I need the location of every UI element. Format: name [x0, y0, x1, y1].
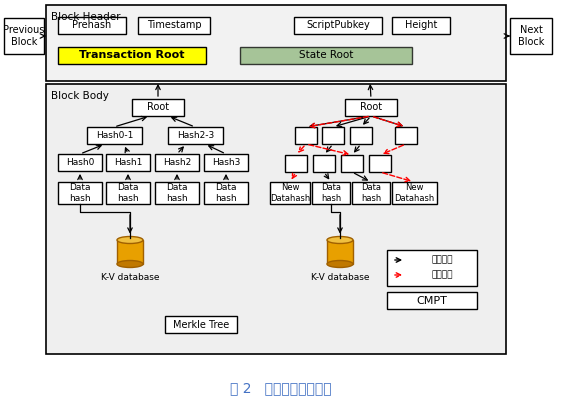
Bar — [322, 127, 344, 144]
Bar — [132, 99, 184, 116]
Ellipse shape — [117, 260, 143, 268]
Text: Merkle Tree: Merkle Tree — [173, 319, 229, 330]
Text: Data
hash: Data hash — [361, 183, 381, 203]
Text: Hash0: Hash0 — [66, 158, 94, 167]
Text: State Root: State Root — [299, 51, 353, 60]
Bar — [341, 155, 363, 172]
Bar — [117, 240, 143, 264]
Bar — [58, 17, 126, 34]
Text: Height: Height — [405, 20, 437, 31]
Text: Timestamp: Timestamp — [146, 20, 201, 31]
Text: 图 2   改进的区块链结构: 图 2 改进的区块链结构 — [230, 381, 332, 395]
Bar — [240, 47, 412, 64]
Ellipse shape — [117, 237, 143, 244]
Bar — [387, 292, 477, 309]
Text: CMPT: CMPT — [417, 295, 448, 306]
Text: Data
hash: Data hash — [69, 183, 91, 203]
Bar — [58, 154, 102, 171]
Text: Prehash: Prehash — [72, 20, 112, 31]
Bar — [312, 182, 350, 204]
Text: Hash0-1: Hash0-1 — [96, 131, 133, 140]
Text: 原有数据: 原有数据 — [431, 255, 453, 264]
Bar — [46, 84, 506, 354]
Text: Hash2: Hash2 — [163, 158, 191, 167]
Bar — [294, 17, 382, 34]
Text: Data
hash: Data hash — [321, 183, 341, 203]
Text: Transaction Root: Transaction Root — [79, 51, 185, 60]
Bar — [345, 99, 397, 116]
Text: K-V database: K-V database — [101, 273, 159, 282]
Text: Data
hash: Data hash — [117, 183, 139, 203]
Text: Root: Root — [360, 102, 382, 113]
Bar — [204, 182, 248, 204]
Bar — [204, 154, 248, 171]
Bar — [510, 18, 552, 54]
Bar — [155, 154, 199, 171]
Text: New
Datahash: New Datahash — [270, 183, 310, 203]
Bar — [285, 155, 307, 172]
Bar — [313, 155, 335, 172]
Bar — [46, 5, 506, 81]
Text: New
Datahash: New Datahash — [394, 183, 435, 203]
Bar — [4, 18, 44, 54]
Bar — [350, 127, 372, 144]
Text: Data
hash: Data hash — [166, 183, 188, 203]
Bar — [87, 127, 142, 144]
Text: ScriptPubkey: ScriptPubkey — [306, 20, 370, 31]
Bar — [155, 182, 199, 204]
Bar — [58, 47, 206, 64]
Text: 并发插入: 并发插入 — [431, 271, 453, 279]
Bar — [395, 127, 417, 144]
Bar — [168, 127, 223, 144]
Text: Root: Root — [147, 102, 169, 113]
Text: Data
hash: Data hash — [215, 183, 237, 203]
Text: Next
Block: Next Block — [518, 25, 544, 47]
Bar — [387, 250, 477, 286]
Bar — [352, 182, 390, 204]
Bar — [392, 182, 437, 204]
Bar — [165, 316, 237, 333]
Bar — [270, 182, 310, 204]
Ellipse shape — [327, 237, 353, 244]
Text: Hash1: Hash1 — [114, 158, 142, 167]
Bar — [138, 17, 210, 34]
Text: Hash3: Hash3 — [212, 158, 240, 167]
Ellipse shape — [327, 260, 353, 268]
Text: Block Header: Block Header — [51, 12, 121, 22]
Bar — [106, 182, 150, 204]
Bar — [369, 155, 391, 172]
Text: Hash2-3: Hash2-3 — [177, 131, 214, 140]
Text: Block Body: Block Body — [51, 91, 109, 101]
Bar — [58, 182, 102, 204]
Text: Previous
Block: Previous Block — [3, 25, 45, 47]
Text: K-V database: K-V database — [311, 273, 369, 282]
Bar — [392, 17, 450, 34]
Bar — [327, 240, 353, 264]
Bar — [106, 154, 150, 171]
Bar — [295, 127, 317, 144]
